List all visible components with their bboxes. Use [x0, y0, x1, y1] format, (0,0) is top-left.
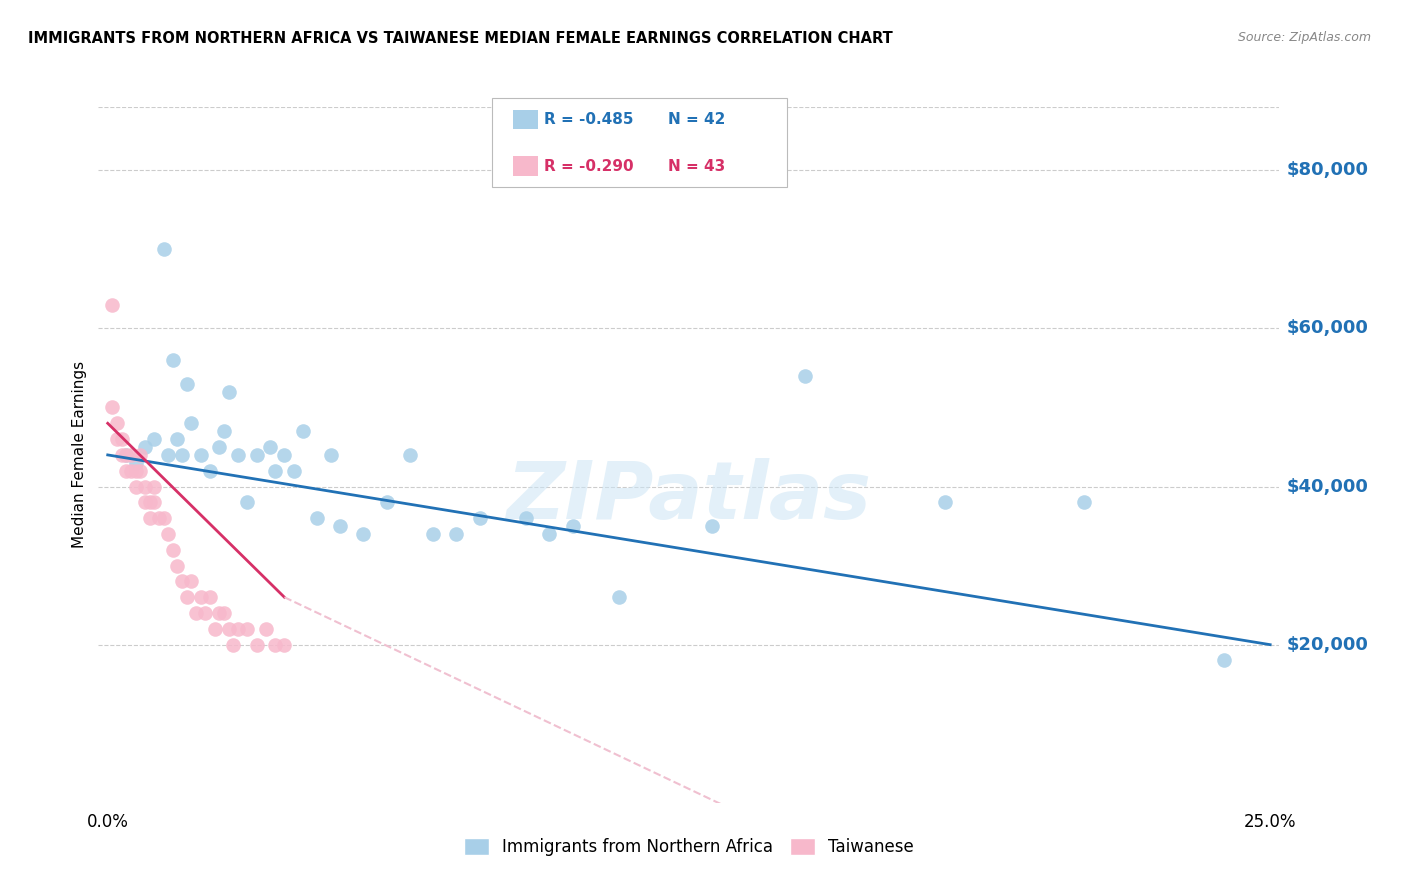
Point [176, 376, 198, 391]
Point [607, 591, 630, 605]
Text: $60,000: $60,000 [1286, 319, 1368, 337]
Point [422, 527, 444, 541]
Point [208, 440, 231, 454]
Point [264, 464, 287, 478]
Point [319, 448, 342, 462]
Point [212, 424, 235, 438]
Point [180, 574, 202, 589]
Point [222, 638, 245, 652]
Point [245, 638, 267, 652]
Point [446, 527, 468, 541]
Text: Source: ZipAtlas.com: Source: ZipAtlas.com [1237, 31, 1371, 45]
Point [794, 368, 817, 383]
Point [143, 495, 166, 509]
Point [166, 432, 188, 446]
Point [120, 464, 142, 478]
Point [204, 622, 226, 636]
Point [273, 448, 295, 462]
Point [254, 622, 277, 636]
Point [111, 432, 134, 446]
Point [198, 464, 221, 478]
Point [198, 591, 221, 605]
Point [124, 479, 146, 493]
Point [283, 464, 305, 478]
Point [124, 464, 146, 478]
Point [162, 542, 184, 557]
Point [184, 606, 207, 620]
Point [180, 417, 202, 431]
Point [292, 424, 315, 438]
Point [1212, 653, 1234, 667]
Point [264, 638, 287, 652]
Point [101, 401, 124, 415]
Point [561, 519, 583, 533]
Point [273, 638, 295, 652]
Point [138, 511, 160, 525]
Point [115, 448, 138, 462]
Text: $40,000: $40,000 [1286, 477, 1368, 496]
Point [212, 606, 235, 620]
Point [245, 448, 267, 462]
Point [538, 527, 561, 541]
Point [934, 495, 956, 509]
Text: R = -0.485: R = -0.485 [544, 112, 634, 127]
Point [468, 511, 491, 525]
Point [134, 479, 156, 493]
Legend: Immigrants from Northern Africa, Taiwanese: Immigrants from Northern Africa, Taiwane… [456, 830, 922, 864]
Point [120, 448, 142, 462]
Point [172, 574, 194, 589]
Text: $20,000: $20,000 [1286, 636, 1368, 654]
Point [218, 384, 240, 399]
Point [218, 622, 240, 636]
Point [176, 591, 198, 605]
Point [101, 298, 124, 312]
Point [124, 456, 146, 470]
Point [226, 622, 249, 636]
Point [143, 432, 166, 446]
Point [115, 448, 138, 462]
Point [143, 479, 166, 493]
Point [111, 448, 134, 462]
Point [129, 464, 152, 478]
Point [152, 243, 174, 257]
Y-axis label: Median Female Earnings: Median Female Earnings [72, 361, 87, 549]
Point [375, 495, 398, 509]
Point [162, 353, 184, 368]
Text: N = 42: N = 42 [668, 112, 725, 127]
Text: ZIPatlas: ZIPatlas [506, 458, 872, 536]
Point [702, 519, 724, 533]
Point [115, 464, 138, 478]
Point [138, 495, 160, 509]
Point [305, 511, 328, 525]
Point [399, 448, 422, 462]
Point [129, 448, 152, 462]
Text: N = 43: N = 43 [668, 159, 725, 174]
Point [1073, 495, 1095, 509]
Point [157, 527, 180, 541]
Point [148, 511, 170, 525]
Point [208, 606, 231, 620]
Point [134, 495, 156, 509]
Text: IMMIGRANTS FROM NORTHERN AFRICA VS TAIWANESE MEDIAN FEMALE EARNINGS CORRELATION : IMMIGRANTS FROM NORTHERN AFRICA VS TAIWA… [28, 31, 893, 46]
Point [105, 432, 128, 446]
Point [166, 558, 188, 573]
Point [157, 448, 180, 462]
Point [329, 519, 352, 533]
Point [236, 622, 259, 636]
Text: R = -0.290: R = -0.290 [544, 159, 634, 174]
Point [515, 511, 537, 525]
Point [236, 495, 259, 509]
Text: $80,000: $80,000 [1286, 161, 1368, 179]
Point [172, 448, 194, 462]
Point [152, 511, 174, 525]
Point [259, 440, 281, 454]
Point [353, 527, 375, 541]
Point [190, 591, 212, 605]
Point [190, 448, 212, 462]
Point [134, 440, 156, 454]
Point [105, 417, 128, 431]
Point [194, 606, 217, 620]
Point [226, 448, 249, 462]
